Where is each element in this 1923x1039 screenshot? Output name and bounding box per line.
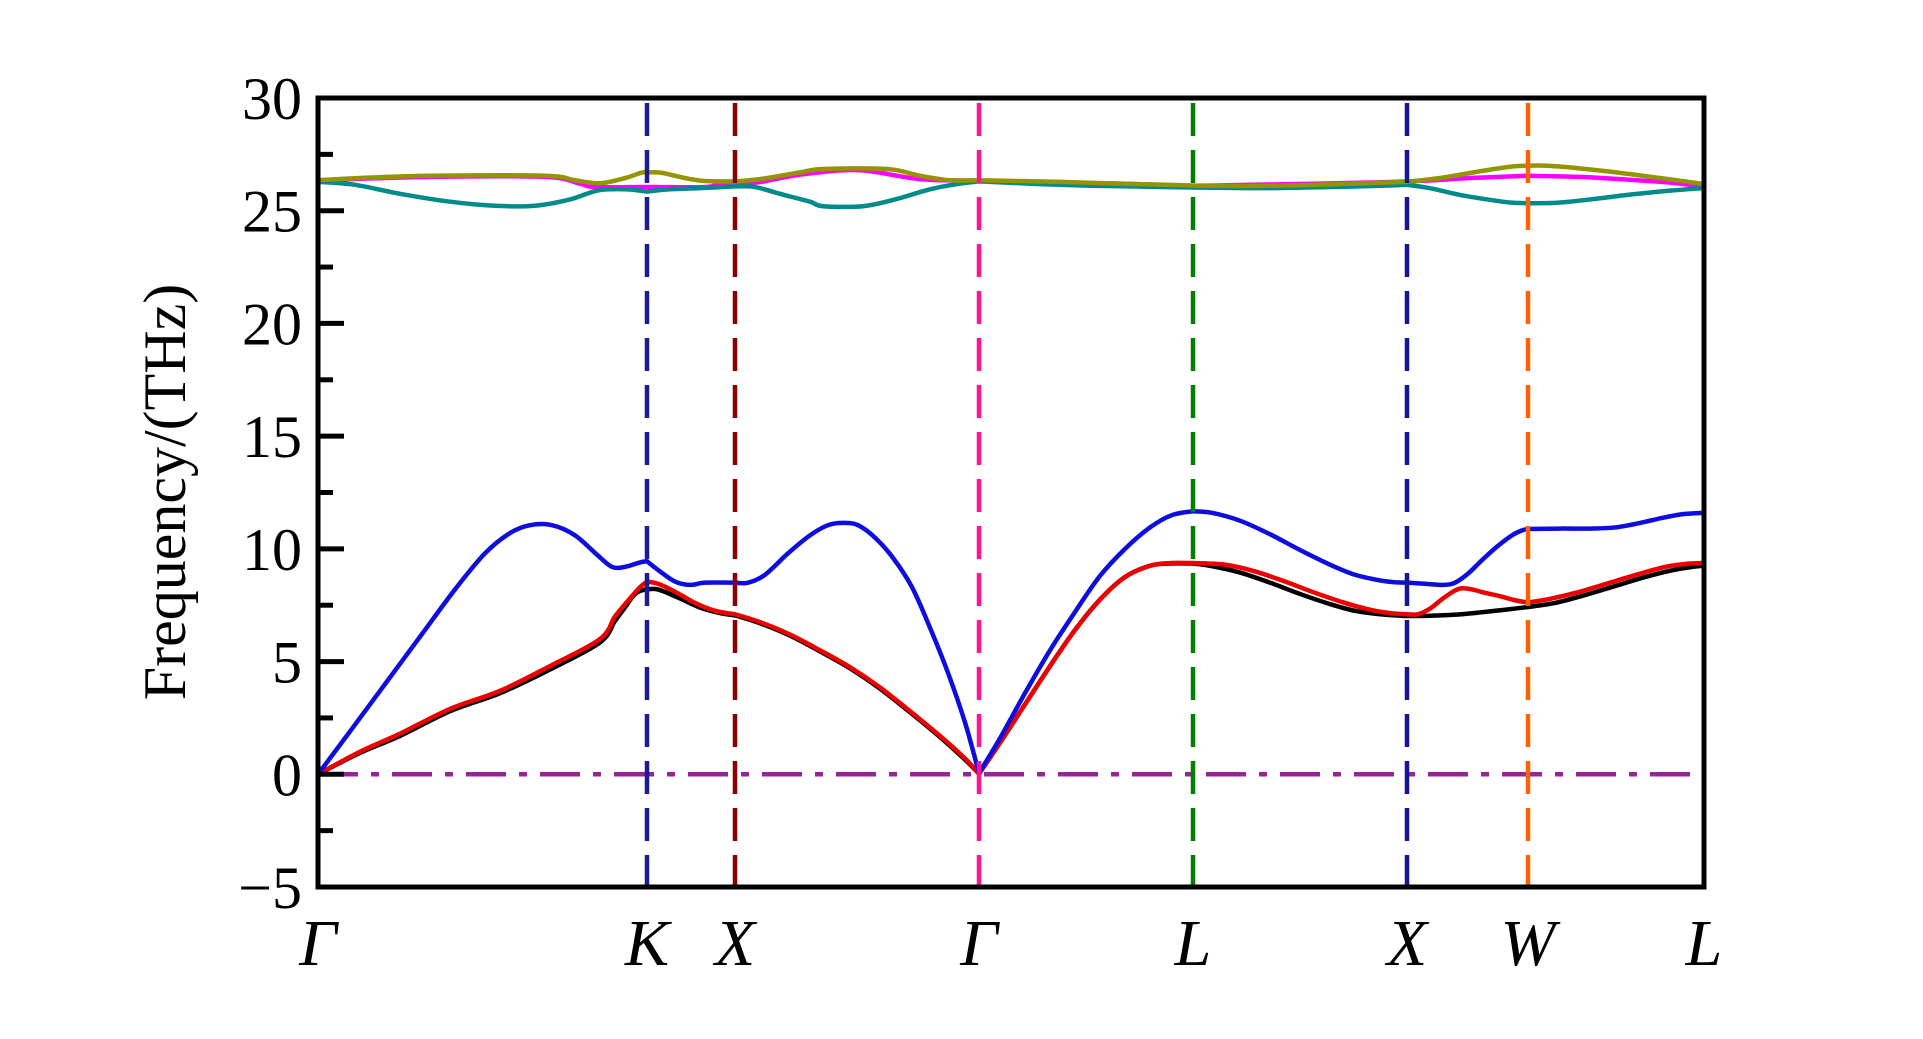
y-tick-label: 5	[272, 630, 302, 696]
band-curve-optic-teal	[318, 179, 1706, 210]
x-tick-label-X: X	[712, 907, 758, 980]
y-tick-label: 25	[242, 179, 302, 245]
x-tick-label-Γ: Γ	[959, 907, 1000, 980]
x-tick-label-X: X	[1384, 907, 1430, 980]
band-curve-acoustic-red	[318, 560, 1706, 777]
y-tick-label: 10	[242, 517, 302, 583]
y-tick-label: 15	[242, 404, 302, 470]
band-curve-optic-olive	[318, 163, 1706, 189]
x-tick-label-W: W	[1501, 907, 1561, 980]
y-tick-label: 30	[242, 66, 302, 132]
x-tick-label-Γ: Γ	[298, 907, 339, 980]
y-tick-label: 0	[272, 742, 302, 808]
x-tick-label-L: L	[1685, 907, 1723, 980]
y-tick-label: −5	[238, 855, 302, 921]
x-tick-label-K: K	[624, 907, 672, 980]
y-axis-title: Frequency/(THz)	[132, 284, 198, 700]
x-tick-label-L: L	[1174, 907, 1212, 980]
band-curve-acoustic-blue	[318, 508, 1706, 777]
y-tick-label: 20	[242, 291, 302, 357]
axes-frame	[315, 95, 1707, 890]
